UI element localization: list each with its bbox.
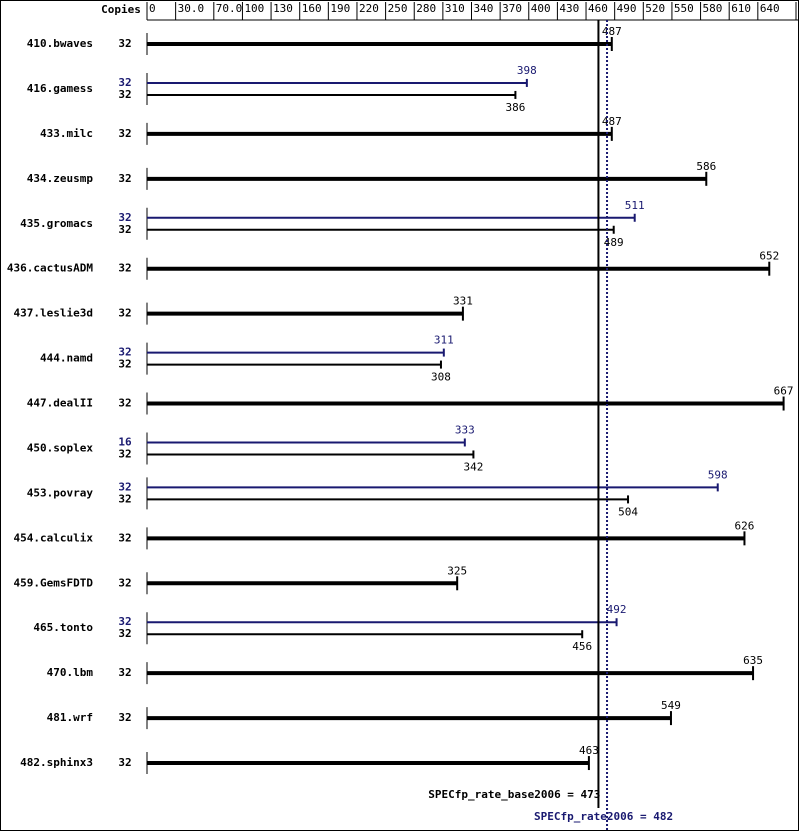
copies-label: 32 xyxy=(118,666,131,679)
x-tick-label: 370 xyxy=(502,2,522,15)
benchmark-label: 470.lbm xyxy=(47,666,94,679)
copies-label: 32 xyxy=(118,756,131,769)
benchmark-label: 433.milc xyxy=(40,127,93,140)
copies-label: 32 xyxy=(118,492,131,505)
copies-label: 32 xyxy=(118,358,131,371)
copies-label: 16 xyxy=(118,435,132,448)
x-tick-label: 550 xyxy=(674,2,694,15)
value-label: 398 xyxy=(517,64,537,77)
value-label: 504 xyxy=(618,505,638,518)
copies-label: 32 xyxy=(118,447,131,460)
benchmark-label: 434.zeusmp xyxy=(27,172,94,185)
x-tick-label: 0 xyxy=(149,2,156,15)
benchmark-label: 416.gamess xyxy=(27,82,93,95)
value-label: 667 xyxy=(774,385,794,398)
x-tick-label: 310 xyxy=(445,2,465,15)
value-label: 511 xyxy=(625,199,645,212)
copies-label: 32 xyxy=(118,307,131,320)
x-tick-label: 30.0 xyxy=(178,2,205,15)
value-label: 489 xyxy=(604,236,624,249)
x-tick-label: 130 xyxy=(273,2,293,15)
copies-label: 32 xyxy=(118,627,131,640)
copies-label: 32 xyxy=(118,346,131,359)
value-label: 386 xyxy=(505,101,525,114)
x-tick-label: 190 xyxy=(330,2,350,15)
value-label: 463 xyxy=(579,744,599,757)
copies-label: 32 xyxy=(118,711,131,724)
benchmark-label: 459.GemsFDTD xyxy=(14,576,94,589)
value-label: 308 xyxy=(431,371,451,384)
benchmark-label: 435.gromacs xyxy=(20,217,93,230)
value-label: 325 xyxy=(447,564,467,577)
x-tick-label: 220 xyxy=(359,2,379,15)
benchmark-label: 465.tonto xyxy=(33,621,93,634)
copies-label: 32 xyxy=(118,397,131,410)
x-tick-label: 460 xyxy=(588,2,608,15)
benchmark-label: 437.leslie3d xyxy=(14,307,93,320)
value-label: 333 xyxy=(455,423,475,436)
x-tick-label: 280 xyxy=(416,2,436,15)
x-tick-label: 580 xyxy=(703,2,723,15)
value-label: 492 xyxy=(607,603,627,616)
copies-header: Copies xyxy=(101,3,141,16)
x-tick-label: 70.0 xyxy=(216,2,243,15)
benchmark-label: 436.cactusADM xyxy=(7,262,93,275)
x-tick-label: 340 xyxy=(474,2,494,15)
copies-label: 32 xyxy=(118,223,131,236)
copies-label: 32 xyxy=(118,211,131,224)
reference-label: SPECfp_rate_base2006 = 473 xyxy=(428,788,600,801)
benchmark-label: 481.wrf xyxy=(47,711,93,724)
copies-label: 32 xyxy=(118,172,131,185)
x-tick-label: 100 xyxy=(244,2,264,15)
benchmark-label: 453.povray xyxy=(27,486,94,499)
copies-label: 32 xyxy=(118,127,131,140)
value-label: 549 xyxy=(661,699,681,712)
copies-label: 32 xyxy=(118,76,131,89)
x-tick-label: 610 xyxy=(731,2,751,15)
x-tick-label: 250 xyxy=(388,2,408,15)
benchmark-label: 410.bwaves xyxy=(27,37,93,50)
value-label: 626 xyxy=(735,519,755,532)
x-tick-label: 400 xyxy=(531,2,551,15)
benchmark-label: 450.soplex xyxy=(27,441,94,454)
copies-label: 32 xyxy=(118,37,131,50)
x-tick-label: 430 xyxy=(559,2,579,15)
x-tick-label: 520 xyxy=(645,2,665,15)
value-label: 652 xyxy=(759,250,779,263)
value-label: 635 xyxy=(743,654,763,667)
benchmark-label: 454.calculix xyxy=(14,531,94,544)
value-label: 456 xyxy=(572,640,592,653)
value-label: 331 xyxy=(453,295,473,308)
copies-label: 32 xyxy=(118,576,131,589)
benchmark-label: 482.sphinx3 xyxy=(20,756,93,769)
copies-label: 32 xyxy=(118,615,131,628)
benchmark-label: 447.dealII xyxy=(27,397,93,410)
value-label: 586 xyxy=(696,160,716,173)
value-label: 342 xyxy=(463,460,483,473)
x-tick-label: 490 xyxy=(617,2,637,15)
copies-label: 32 xyxy=(118,480,131,493)
value-label: 487 xyxy=(602,25,622,38)
x-tick-label: 640 xyxy=(760,2,780,15)
value-label: 487 xyxy=(602,115,622,128)
copies-label: 32 xyxy=(118,531,131,544)
benchmark-label: 444.namd xyxy=(40,352,93,365)
value-label: 598 xyxy=(708,468,728,481)
copies-label: 32 xyxy=(118,88,131,101)
value-label: 311 xyxy=(434,334,454,347)
reference-label: SPECfp_rate2006 = 482 xyxy=(534,810,673,823)
x-tick-label: 160 xyxy=(302,2,322,15)
copies-label: 32 xyxy=(118,262,131,275)
